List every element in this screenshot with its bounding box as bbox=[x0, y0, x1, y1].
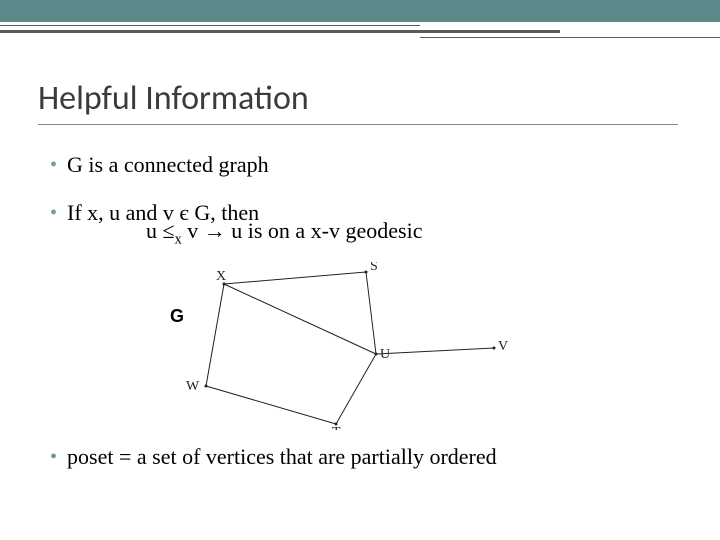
accent-line-2 bbox=[0, 30, 560, 33]
bullet-icon: • bbox=[50, 442, 57, 472]
bullet-3: • poset = a set of vertices that are par… bbox=[50, 442, 670, 472]
slide-content: • G is a connected graph • If x, u and v… bbox=[50, 150, 670, 490]
graph-edge bbox=[336, 354, 376, 424]
bullet-1: • G is a connected graph bbox=[50, 150, 670, 180]
b2-post: v → u is on a x-v geodesic bbox=[182, 218, 423, 243]
b2-sub: x bbox=[175, 231, 182, 247]
graph-edge bbox=[224, 272, 366, 284]
graph-edge bbox=[206, 284, 224, 386]
title-underline bbox=[38, 124, 678, 125]
graph-edge bbox=[376, 348, 494, 354]
graph-node-label-t: T bbox=[332, 425, 341, 430]
graph-diagram: G X S W U T V bbox=[170, 262, 510, 430]
graph-node-label-v: V bbox=[498, 339, 508, 354]
graph-label-g: G bbox=[170, 306, 184, 327]
bullet-1-text: G is a connected graph bbox=[67, 150, 269, 180]
graph-node-dot bbox=[493, 347, 496, 350]
slide-title: Helpful Information bbox=[38, 78, 309, 119]
graph-edge bbox=[366, 272, 376, 354]
bullet-3-text: poset = a set of vertices that are parti… bbox=[67, 442, 497, 472]
teal-bar bbox=[0, 0, 720, 22]
graph-node-dot bbox=[365, 271, 368, 274]
graph-node-dot bbox=[205, 385, 208, 388]
bullet-icon: • bbox=[50, 198, 57, 228]
accent-lines bbox=[0, 22, 720, 40]
graph-node-label-x: X bbox=[216, 269, 226, 284]
bullet-2-line2: u ≤x v → u is on a x-v geodesic bbox=[146, 218, 670, 248]
accent-line-3 bbox=[420, 37, 720, 38]
graph-svg: X S W U T V bbox=[170, 262, 510, 430]
graph-edge bbox=[224, 284, 376, 354]
graph-node-label-s: S bbox=[370, 262, 378, 274]
accent-line-1 bbox=[0, 25, 420, 26]
graph-edge bbox=[206, 386, 336, 424]
graph-node-dot bbox=[375, 353, 378, 356]
graph-node-label-w: W bbox=[186, 379, 200, 394]
slide-top-border bbox=[0, 0, 720, 40]
graph-node-label-u: U bbox=[380, 347, 390, 362]
bullet-icon: • bbox=[50, 150, 57, 180]
b2-pre: u ≤ bbox=[146, 218, 175, 243]
